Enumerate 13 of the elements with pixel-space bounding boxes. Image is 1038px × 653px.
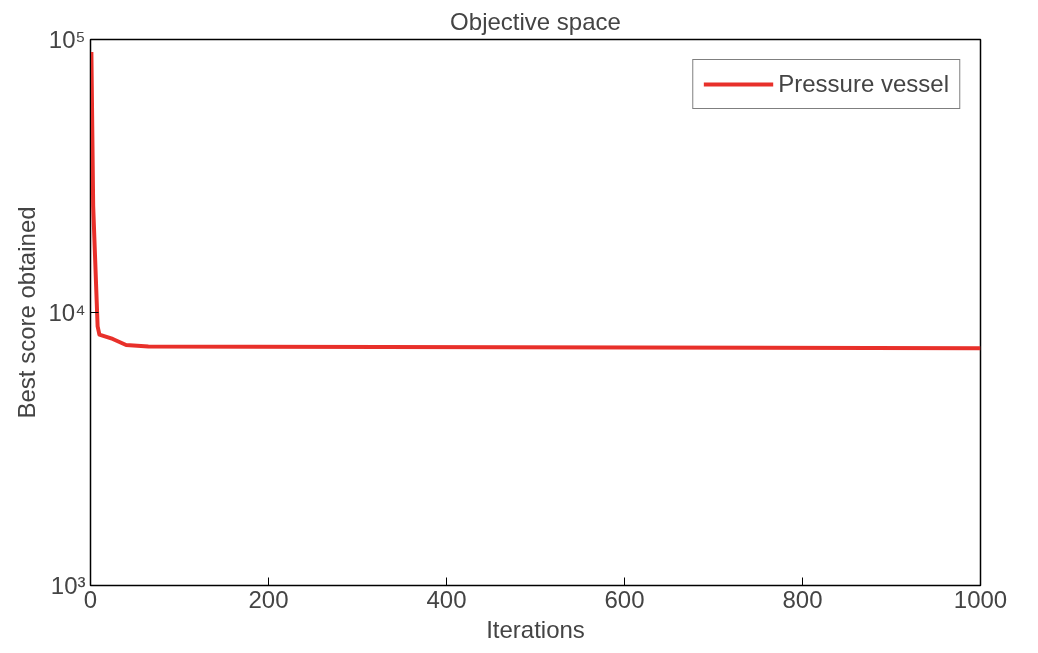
chart-title: Objective space bbox=[450, 7, 621, 35]
y-tick-label: 10³ bbox=[50, 572, 86, 599]
legend-label: Pressure vessel bbox=[778, 70, 949, 98]
x-axis-title: Iterations bbox=[486, 615, 585, 643]
x-tick-label: 400 bbox=[426, 585, 467, 613]
x-tick-label: 1000 bbox=[953, 585, 1008, 613]
y-axis-title: Best score obtained bbox=[13, 206, 41, 419]
x-tick-label: 200 bbox=[248, 585, 289, 613]
line-series bbox=[90, 49, 981, 351]
y-tick-label: 10⁴ bbox=[48, 299, 86, 326]
x-tick-label: 600 bbox=[604, 585, 645, 613]
x-tick-label: 800 bbox=[782, 585, 823, 613]
y-tick-label: 10⁵ bbox=[48, 26, 86, 53]
